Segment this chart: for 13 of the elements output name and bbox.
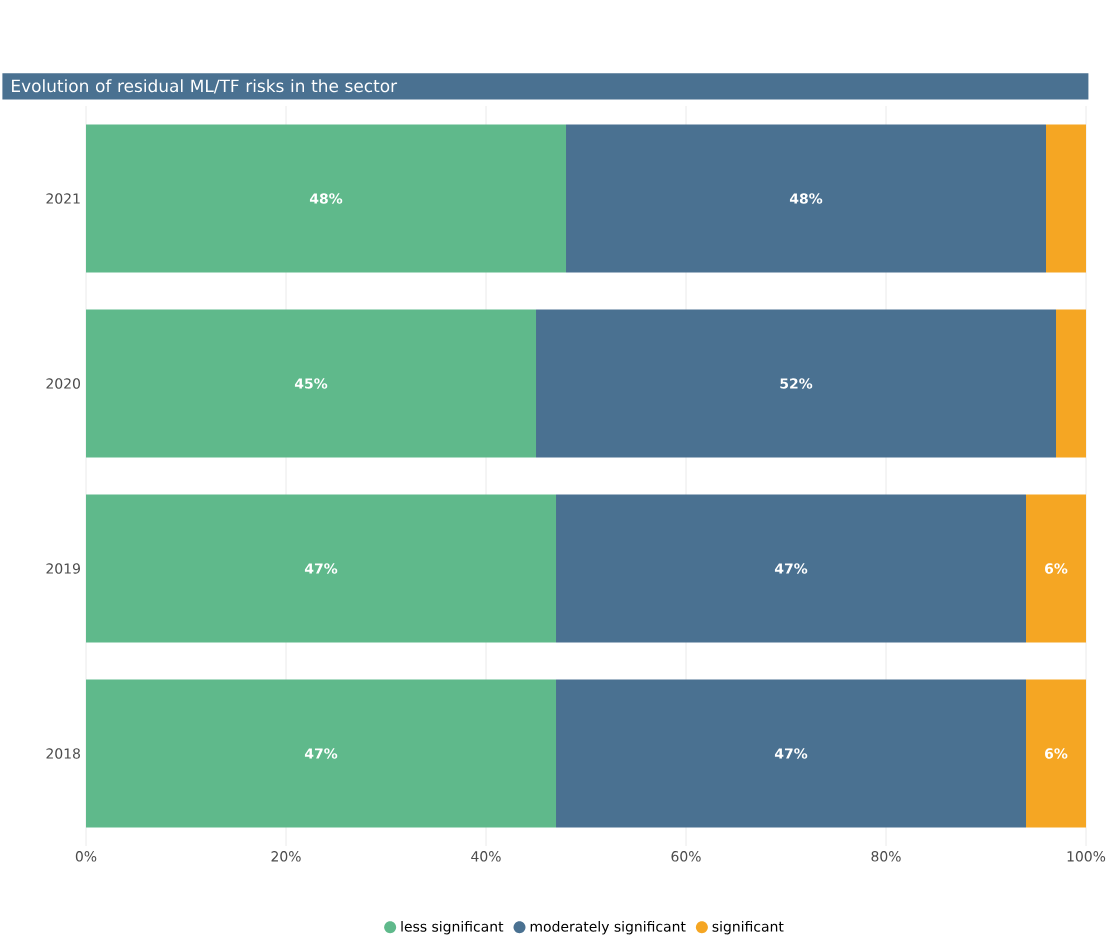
bar [1026, 679, 1087, 828]
bar [86, 124, 567, 273]
bar [556, 494, 1027, 643]
chart-title: Evolution of residual ML/TF risks in the sector [12, 79, 398, 94]
bar [566, 124, 1047, 273]
bar [86, 309, 537, 458]
bar [536, 309, 1057, 458]
bar [556, 679, 1027, 828]
bar [1026, 494, 1087, 643]
bar [86, 494, 557, 643]
bar [1056, 309, 1087, 458]
bar [1046, 124, 1087, 273]
bar [86, 679, 557, 828]
